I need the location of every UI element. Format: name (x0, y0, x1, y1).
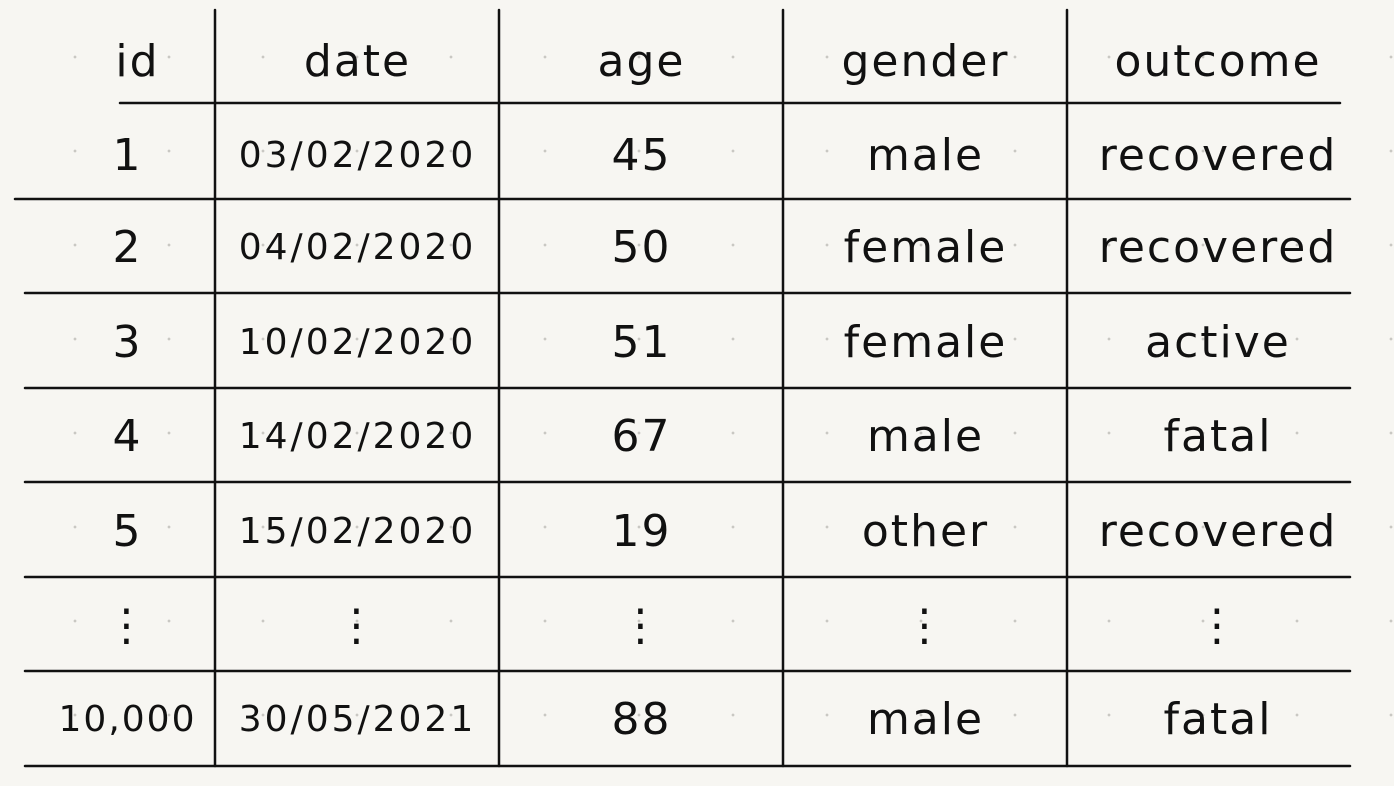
cell-date: 14/02/2020 (238, 415, 477, 457)
cell-date: 15/02/2020 (238, 510, 477, 552)
table-row: 1 03/02/2020 45 male recovered (0, 108, 1394, 202)
table-header-row: id date age gender outcome (0, 14, 1394, 108)
table-row: 2 04/02/2020 50 female recovered (0, 200, 1394, 294)
ellipsis-gender: ⋮ (902, 599, 949, 651)
cell-date: 10/02/2020 (238, 321, 477, 363)
ellipsis-age: ⋮ (618, 599, 665, 651)
cell-age: 88 (611, 693, 672, 745)
cell-gender: male (866, 129, 985, 181)
cell-id: 4 (112, 410, 143, 462)
cell-id: 1 (112, 129, 143, 181)
cell-date: 04/02/2020 (238, 226, 477, 268)
cell-gender: male (866, 693, 985, 745)
cell-age: 51 (611, 316, 672, 368)
cell-outcome: active (1145, 316, 1291, 368)
cell-id: 3 (112, 316, 143, 368)
cell-age: 19 (611, 505, 672, 557)
cell-age: 67 (611, 410, 672, 462)
cell-date: 03/02/2020 (238, 134, 477, 176)
table-row: 5 15/02/2020 19 other recovered (0, 484, 1394, 578)
cell-outcome: fatal (1163, 410, 1273, 462)
header-age: age (597, 35, 686, 87)
ellipsis-outcome: ⋮ (1195, 599, 1241, 651)
header-gender: gender (841, 35, 1010, 87)
ellipsis-id: ⋮ (104, 599, 151, 651)
header-outcome: outcome (1114, 35, 1322, 87)
cell-age: 45 (611, 129, 672, 181)
cell-outcome: recovered (1098, 129, 1338, 181)
cell-age: 50 (611, 221, 672, 273)
cell-outcome: recovered (1098, 221, 1338, 273)
cell-id: 5 (112, 505, 143, 557)
header-date: date (303, 35, 412, 87)
table-row: 4 14/02/2020 67 male fatal (0, 389, 1394, 483)
cell-outcome: recovered (1098, 505, 1338, 557)
table-row: 3 10/02/2020 51 female active (0, 295, 1394, 389)
table-row-last: 10,000 30/05/2021 88 male fatal (0, 672, 1394, 766)
cell-id: 10,000 (58, 698, 197, 740)
cell-gender: female (843, 221, 1008, 273)
header-id: id (115, 35, 160, 87)
cell-gender: other (861, 505, 990, 557)
ellipsis-date: ⋮ (334, 599, 381, 651)
cell-date: 30/05/2021 (238, 698, 477, 740)
cell-gender: female (843, 316, 1008, 368)
cell-gender: male (866, 410, 985, 462)
cell-id: 2 (112, 221, 143, 273)
cell-outcome: fatal (1163, 693, 1273, 745)
table-ellipsis-row: ⋮ ⋮ ⋮ ⋮ ⋮ (0, 578, 1394, 672)
